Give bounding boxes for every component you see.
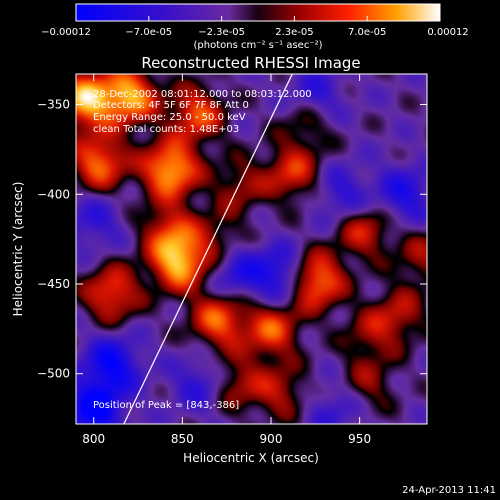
colorbar-tick-label: 7.0e-05 bbox=[348, 27, 386, 38]
colorbar-ticks bbox=[75, 16, 441, 21]
info-line-time: 28-Dec-2002 08:01:12.000 to 08:03:12.000 bbox=[93, 89, 312, 100]
x-tick-label: 850 bbox=[171, 432, 194, 446]
info-line-detectors: Detectors: 4F 5F 6F 7F 8F Att 0 bbox=[93, 100, 249, 111]
y-axis-ticks: −350 −400 −450 −500 bbox=[37, 98, 427, 381]
info-line-clean: clean Total counts: 1.48E+03 bbox=[93, 124, 239, 135]
x-axis-label: Heliocentric X (arcsec) bbox=[183, 451, 319, 465]
plot-frame bbox=[75, 73, 428, 425]
x-axis-ticks: 800 850 900 950 bbox=[82, 74, 371, 446]
colorbar-tick-label: −0.00012 bbox=[41, 27, 91, 38]
colorbar-tick-label: −7.0e-05 bbox=[125, 27, 172, 38]
observation-info: 28-Dec-2002 08:01:12.000 to 08:03:12.000… bbox=[93, 89, 312, 135]
y-axis-label: Heliocentric Y (arcsec) bbox=[11, 182, 25, 317]
x-tick-label: 950 bbox=[348, 432, 371, 446]
heatmap-image bbox=[76, 74, 427, 424]
x-tick-label: 900 bbox=[260, 432, 283, 446]
info-line-energy: Energy Range: 25.0 - 50.0 keV bbox=[93, 112, 246, 123]
heatmap-image-container bbox=[76, 74, 427, 424]
colorbar bbox=[75, 3, 441, 22]
colorbar-tick-label: 0.00012 bbox=[427, 27, 468, 38]
solar-limb-line bbox=[123, 74, 293, 424]
peak-position-label: Position of Peak = [843,-386] bbox=[93, 400, 239, 411]
date-stamp: 24-Apr-2013 11:41 bbox=[402, 485, 496, 496]
colorbar-tick-label: −2.3e-05 bbox=[198, 27, 245, 38]
colorbar-tick-label: 2.3e-05 bbox=[275, 27, 313, 38]
y-tick-label: −350 bbox=[37, 98, 70, 112]
y-tick-label: −450 bbox=[37, 277, 70, 291]
y-tick-label: −500 bbox=[37, 367, 70, 381]
colorbar-tick-labels: −0.00012 −7.0e-05 −2.3e-05 2.3e-05 7.0e-05 0.… bbox=[41, 27, 469, 38]
colorbar-unit-label: (photons cm⁻² s⁻¹ asec⁻²) bbox=[193, 40, 322, 51]
x-tick-label: 800 bbox=[82, 432, 105, 446]
y-tick-label: −400 bbox=[37, 187, 70, 201]
chart-title: Reconstructed RHESSI Image bbox=[141, 54, 360, 72]
